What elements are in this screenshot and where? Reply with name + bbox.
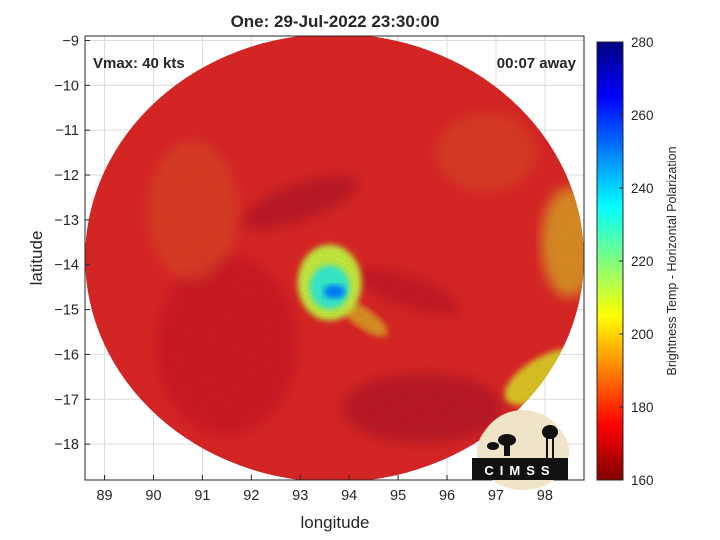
- cimss-logo: CIMSS: [472, 410, 569, 490]
- colorbar-tick-label: 180: [631, 400, 654, 415]
- colorbar-label: Brightness Temp - Horizontal Polarizatio…: [665, 146, 679, 375]
- logo-dish-icon: [487, 434, 516, 456]
- swath-layer: [85, 36, 584, 480]
- x-tick-label: 96: [439, 488, 455, 504]
- y-tick-label: −13: [54, 213, 79, 229]
- x-tick-label: 94: [341, 488, 357, 504]
- colorbar-tick-label: 200: [631, 327, 654, 342]
- colorbar-tick-label: 240: [631, 181, 654, 196]
- logo-text: CIMSS: [484, 463, 555, 478]
- y-tick-label: −18: [54, 437, 79, 453]
- logo-banner: [472, 458, 568, 480]
- y-axis-ticks: −9 −10 −11 −12 −13 −14 −15 −16 −17 −18: [54, 33, 90, 453]
- colorbar-tick-label: 160: [631, 473, 654, 488]
- y-tick-label: −14: [54, 258, 79, 274]
- y-tick-label: −12: [54, 168, 79, 184]
- colorbar: 160 180 200 220 240 260 280 Brightness Temp - …: [596, 35, 679, 488]
- colorbar-tick-label: 260: [631, 108, 654, 123]
- vmax-annotation: Vmax: 40 kts: [93, 55, 185, 72]
- x-tick-label: 91: [194, 488, 210, 504]
- x-tick-label: 93: [292, 488, 308, 504]
- x-tick-label: 92: [243, 488, 259, 504]
- y-tick-label: −16: [54, 347, 79, 363]
- colorbar-gradient: [597, 42, 623, 480]
- y-tick-label: −15: [54, 303, 79, 319]
- x-tick-label: 95: [390, 488, 406, 504]
- x-axis-label: longitude: [300, 513, 369, 532]
- swath-image: [85, 36, 584, 480]
- plot-frame: [84, 35, 585, 481]
- x-tick-label: 90: [145, 488, 161, 504]
- time-offset-annotation: 00:07 away: [497, 55, 577, 72]
- y-tick-label: −17: [54, 392, 79, 408]
- x-tick-label: 97: [488, 488, 504, 504]
- y-tick-label: −9: [62, 33, 79, 49]
- logo-water-tower-icon: [542, 425, 558, 458]
- chart-title: One: 29-Jul-2022 23:30:00: [231, 12, 440, 31]
- x-tick-label: 98: [537, 488, 553, 504]
- y-tick-label: −10: [54, 78, 79, 94]
- x-tick-label: 89: [96, 488, 112, 504]
- y-axis-label: latitude: [27, 231, 46, 286]
- colorbar-tick-label: 280: [631, 35, 654, 50]
- swath-texture: [85, 36, 584, 480]
- colorbar-tick-label: 220: [631, 254, 654, 269]
- x-axis-ticks: 89 90 91 92 93 94 95 96 97 98: [96, 475, 553, 504]
- colorbar-ticks: 160 180 200 220 240 260 280: [619, 35, 654, 488]
- y-tick-label: −11: [55, 123, 79, 139]
